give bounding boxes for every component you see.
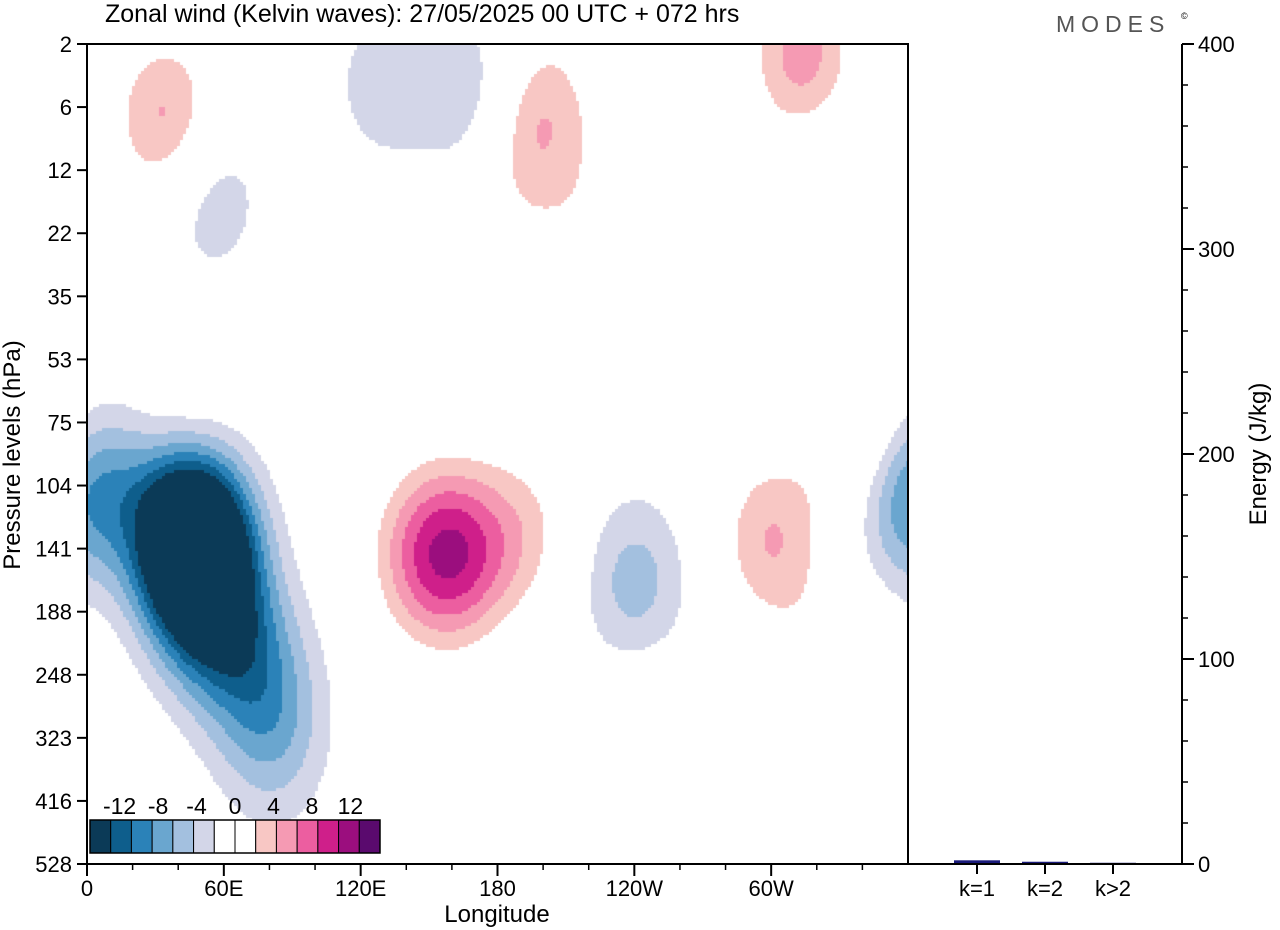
- pressure-tick-label: 35: [48, 284, 72, 309]
- colorbar-label: 12: [338, 793, 364, 819]
- energy-panel: 0 100 200 300 400 k=1 k=2 k>2 Energy (J/kg): [909, 32, 1272, 901]
- modes-logo-mark: ©: [1181, 11, 1188, 21]
- colorbar-swatch: [358, 819, 381, 854]
- figure-title: Zonal wind (Kelvin waves): 27/05/2025 00…: [105, 0, 739, 28]
- longitude-tick-label: 120E: [335, 876, 386, 901]
- modes-logo: MODES: [1056, 11, 1170, 37]
- colorbar-label: -12: [103, 793, 136, 819]
- energy-categories: k=1 k=2 k>2: [959, 864, 1131, 901]
- pressure-tick-label: 141: [35, 537, 72, 562]
- longitude-axis-label: Longitude: [444, 901, 549, 928]
- colorbar-swatch: [130, 819, 153, 854]
- energy-tick-label: 0: [1198, 852, 1210, 877]
- energy-category-label: k>2: [1095, 876, 1131, 901]
- colorbar-swatch: [255, 819, 277, 854]
- pressure-tick-label: 248: [35, 663, 72, 688]
- colorbar-swatch: [275, 819, 298, 854]
- hovmoller-panel: 0 60E 120E 180 120W 60W 2 6 12 22 35 53 75 104 141 188…: [0, 32, 909, 928]
- pressure-tick-label: 2: [60, 32, 72, 57]
- colorbar-swatch: [234, 819, 257, 854]
- pressure-tick-label: 188: [35, 600, 72, 625]
- colorbar-swatch: [213, 819, 236, 854]
- wind-anomaly-field: [87, 44, 908, 864]
- longitude-tick-label: 0: [81, 876, 93, 901]
- longitude-tick-label: 60E: [204, 876, 243, 901]
- colorbar-legend: -12 -8 -4 0 4 8 12: [89, 793, 381, 854]
- energy-category-label: k=2: [1027, 876, 1063, 901]
- energy-tick-label: 400: [1198, 32, 1235, 57]
- colorbar-swatch: [151, 819, 174, 854]
- longitude-tick-label: 180: [479, 876, 516, 901]
- pressure-tick-label: 528: [35, 852, 72, 877]
- longitude-tick-label: 60W: [749, 876, 794, 901]
- energy-axis: 0 100 200 300 400: [1182, 32, 1235, 877]
- pressure-tick-label: 53: [48, 347, 72, 372]
- colorbar-swatch: [110, 819, 132, 854]
- pressure-tick-label: 6: [60, 95, 72, 120]
- longitude-tick-label: 120W: [606, 876, 664, 901]
- energy-tick-label: 100: [1198, 647, 1235, 672]
- pressure-axis-label: Pressure levels (hPa): [0, 340, 26, 569]
- wind-contour-image: [87, 44, 908, 864]
- colorbar-label: 8: [306, 793, 319, 819]
- colorbar-border: [89, 819, 381, 854]
- longitude-axis: 0 60E 120E 180 120W 60W: [81, 864, 864, 901]
- energy-tick-label: 300: [1198, 237, 1235, 262]
- colorbar-swatch: [317, 819, 340, 854]
- colorbar-swatch: [89, 819, 112, 854]
- pressure-tick-label: 22: [48, 221, 72, 246]
- energy-bar: [954, 860, 1000, 864]
- colorbar-swatch: [296, 819, 319, 854]
- pressure-tick-label: 323: [35, 726, 72, 751]
- energy-tick-label: 200: [1198, 442, 1235, 467]
- colorbar-label: -8: [148, 793, 168, 819]
- colorbar-label: 4: [267, 793, 280, 819]
- pressure-tick-label: 12: [48, 158, 72, 183]
- pressure-axis: 2 6 12 22 35 53 75 104 141 188 248 323 416 528: [35, 32, 87, 877]
- pressure-tick-label: 416: [35, 789, 72, 814]
- colorbar-swatch: [193, 819, 215, 854]
- colorbar-label: 0: [229, 793, 242, 819]
- energy-category-label: k=1: [959, 876, 995, 901]
- colorbar-swatch: [172, 819, 195, 854]
- energy-bar: [1022, 861, 1068, 864]
- colorbar-swatch: [338, 819, 360, 854]
- pressure-tick-label: 75: [48, 410, 72, 435]
- colorbar-label: -4: [186, 793, 207, 819]
- energy-axis-label: Energy (J/kg): [1245, 383, 1272, 526]
- pressure-tick-label: 104: [35, 474, 72, 499]
